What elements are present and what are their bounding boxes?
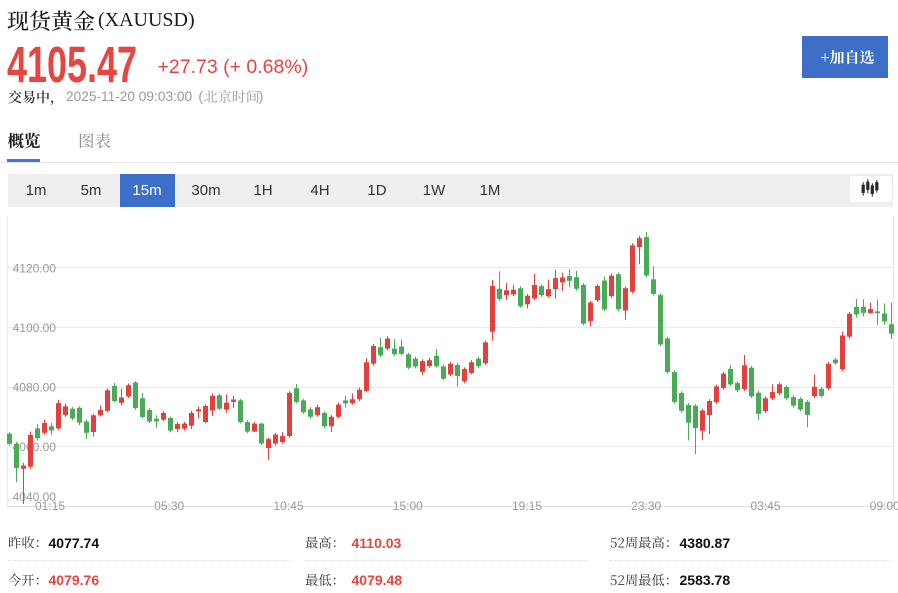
svg-text:4080.00: 4080.00 [13,380,57,394]
svg-text:03:45: 03:45 [750,499,780,513]
svg-text:19:15: 19:15 [512,499,542,513]
svg-text:4120.00: 4120.00 [13,262,57,276]
svg-text:4060.00: 4060.00 [13,440,57,454]
svg-text:05:30: 05:30 [154,499,184,513]
svg-text:10:45: 10:45 [273,499,303,513]
svg-text:15:00: 15:00 [393,499,423,513]
svg-text:4100.00: 4100.00 [13,321,57,335]
svg-text:23:30: 23:30 [631,499,661,513]
svg-text:09:00: 09:00 [870,499,898,513]
svg-text:01:15: 01:15 [35,499,65,513]
